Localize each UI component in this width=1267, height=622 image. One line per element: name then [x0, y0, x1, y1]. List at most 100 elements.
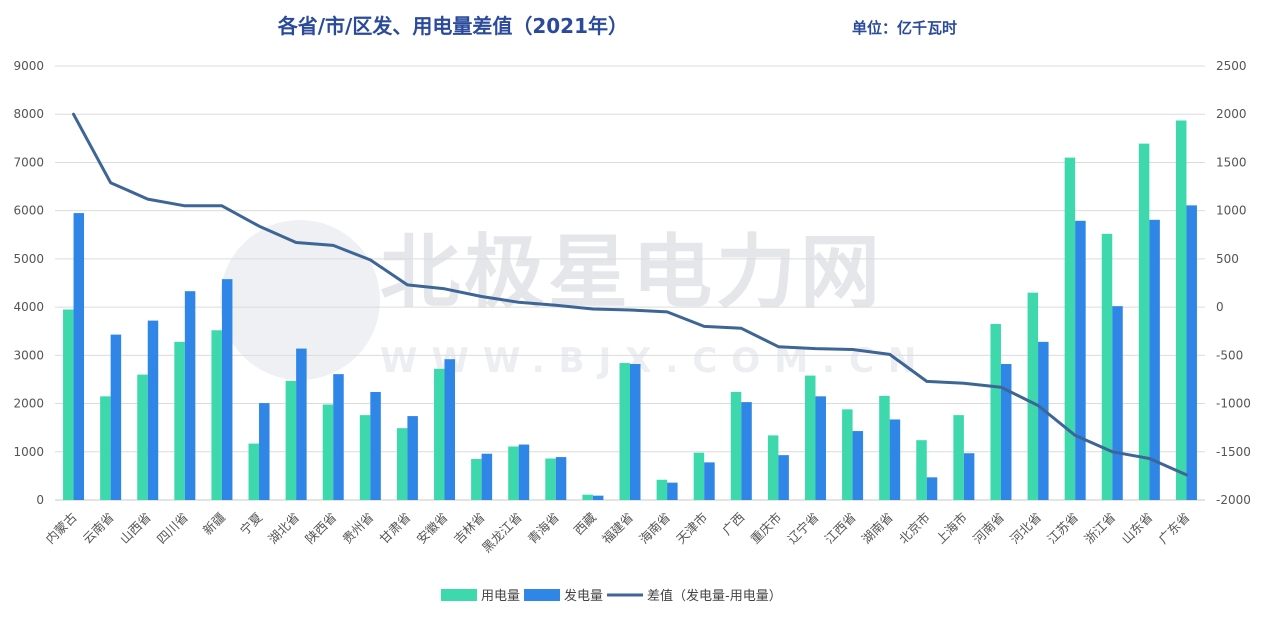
bar-usage [1138, 143, 1150, 501]
bar-usage [619, 363, 630, 500]
bar-generation [370, 391, 381, 500]
x-category-label: 江苏省 [1044, 510, 1081, 547]
x-category-label: 甘肃省 [376, 510, 413, 547]
x-category-label: 北京市 [896, 510, 933, 547]
bar-usage [1175, 120, 1187, 500]
bar-generation [889, 419, 901, 500]
bar-generation [481, 453, 493, 500]
y-left-tick: 4000 [13, 300, 44, 314]
y-left-tick: 8000 [13, 107, 44, 121]
bar-generation [741, 402, 752, 500]
bar-usage [879, 395, 890, 500]
y-left-tick: 0 [36, 493, 44, 507]
x-category-label: 青海省 [525, 510, 562, 547]
y-right-tick: 2000 [1216, 107, 1247, 121]
x-category-label: 河南省 [970, 510, 1007, 547]
y-right-tick: -500 [1216, 348, 1243, 362]
bar-usage [508, 446, 519, 500]
watermark-logo-circle [220, 220, 380, 380]
y-right-tick: -2000 [1216, 493, 1251, 507]
bar-generation [333, 374, 344, 500]
y-right-tick: -1000 [1216, 397, 1251, 411]
y-right-tick: 2500 [1216, 59, 1247, 73]
x-category-label: 广西 [719, 510, 747, 538]
bar-generation [852, 431, 864, 500]
x-category-label: 河北省 [1007, 510, 1044, 547]
bar-generation [259, 403, 270, 500]
bar-generation [1000, 364, 1012, 500]
x-category-label: 辽宁省 [784, 510, 821, 547]
legend-label: 发电量 [564, 588, 603, 604]
bar-usage [285, 380, 297, 500]
x-category-label: 四川省 [154, 510, 191, 547]
bar-generation [518, 444, 530, 500]
bar-usage [656, 479, 668, 500]
y-left-tick: 9000 [13, 59, 44, 73]
x-category-label: 江西省 [822, 510, 859, 547]
bar-generation [147, 320, 159, 500]
bar-generation [926, 477, 938, 500]
bar-generation [963, 453, 975, 500]
bar-usage [730, 391, 742, 500]
bar-usage [471, 459, 482, 500]
bar-usage [990, 323, 1001, 500]
bar-generation [555, 457, 567, 500]
diff-line-path [72, 112, 1188, 477]
y-right-tick: 0 [1216, 300, 1224, 314]
bar-usage [100, 396, 111, 500]
x-category-label: 浙江省 [1081, 510, 1118, 547]
legend-label: 用电量 [481, 589, 520, 604]
watermark-text: 北极星电力网 [380, 226, 884, 319]
x-category-label: 安徽省 [414, 510, 451, 547]
x-category-label: 广东省 [1155, 510, 1192, 547]
legend-swatch [441, 589, 477, 601]
bar-usage [322, 404, 334, 500]
y-left-tick: 7000 [13, 155, 44, 169]
y-left-tick: 5000 [13, 252, 44, 266]
y-left-tick: 6000 [13, 204, 44, 218]
x-category-label: 宁夏 [237, 509, 266, 538]
bar-usage [545, 458, 556, 500]
y-left-tick: 3000 [13, 348, 44, 362]
x-category-label: 黑龙江省 [479, 510, 525, 556]
x-category-label: 湖南省 [859, 510, 896, 547]
chart-title: 各省/市/区发、用电量差值（2021年） [277, 14, 628, 38]
x-category-label: 湖北省 [265, 510, 302, 547]
x-category-label: 上海市 [933, 510, 970, 547]
bar-usage [582, 494, 593, 500]
x-category-label: 云南省 [80, 510, 117, 547]
bar-generation [592, 495, 604, 500]
bar-generation [630, 364, 641, 500]
x-category-label: 贵州省 [339, 510, 376, 547]
bar-generation [667, 482, 678, 500]
x-category-label: 内蒙古 [43, 510, 80, 547]
bar-usage [1101, 233, 1113, 500]
bar-usage [137, 374, 148, 500]
bar-generation [184, 291, 196, 500]
bar-usage [1064, 157, 1076, 500]
bar-usage [842, 409, 853, 500]
bar-usage [248, 443, 260, 500]
x-category-label: 山东省 [1118, 510, 1155, 547]
x-category-label: 西藏 [571, 509, 600, 538]
bar-generation [778, 455, 789, 500]
bar-usage [804, 375, 816, 500]
bar-usage [211, 330, 222, 500]
x-category-label: 海南省 [636, 510, 673, 547]
x-category-label: 福建省 [599, 510, 636, 547]
bar-generation [1038, 341, 1049, 500]
bar-generation [444, 359, 456, 500]
y-axis-left: 0 1000 2000 3000 4000 5000 6000 7000 8000 9000 [13, 59, 44, 507]
x-category-label: 山西省 [117, 510, 154, 547]
bar-generation [1112, 306, 1123, 500]
watermark-url: WWW.BJX.COM.CN [380, 341, 930, 381]
legend: 用电量 发电量 差值（发电量-用电量） [441, 588, 782, 604]
legend-label: 差值（发电量-用电量） [647, 588, 782, 604]
bar-usage [953, 415, 964, 500]
y-right-tick: 1500 [1216, 155, 1247, 169]
bar-usage [396, 428, 408, 500]
chart-unit: 单位：亿千瓦时 [852, 19, 957, 37]
diff-line [72, 112, 1188, 477]
